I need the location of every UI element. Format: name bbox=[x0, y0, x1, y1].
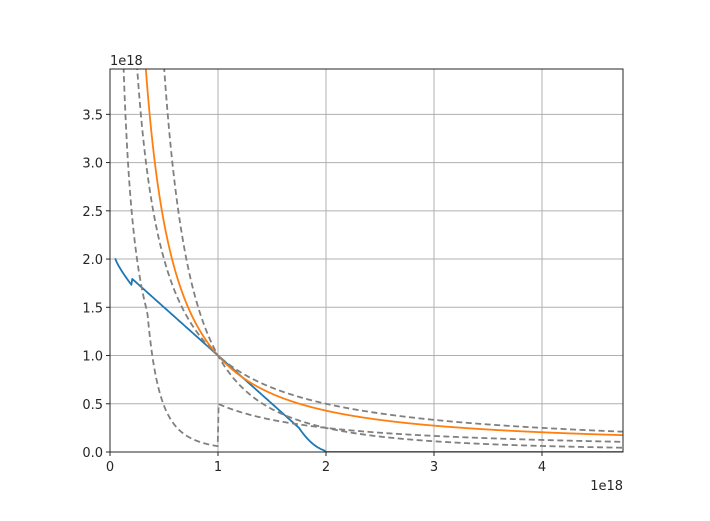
y-tick-label: 1.5 bbox=[82, 301, 103, 316]
y-tick-label: 2.0 bbox=[82, 253, 103, 268]
ticks: 0 1 2 3 4 0.0 0.5 1.0 1.5 2.0 2.5 3.0 3.5 bbox=[82, 108, 546, 475]
axes-frame bbox=[109, 68, 624, 453]
y-tick-label: 2.5 bbox=[82, 205, 103, 220]
reference-curve-lower bbox=[122, 69, 623, 448]
reference-curve-inverse bbox=[136, 69, 623, 433]
y-tick-label: 0.0 bbox=[82, 446, 103, 461]
series-line-blue bbox=[114, 257, 623, 452]
y-tick-label: 0.5 bbox=[82, 398, 103, 413]
y-tick-label: 3.5 bbox=[82, 108, 103, 123]
series-line-orange bbox=[144, 69, 623, 437]
x-offset-label: 1e18 bbox=[590, 479, 623, 494]
x-tick-label: 3 bbox=[430, 460, 438, 475]
y-tick-label: 3.0 bbox=[82, 157, 103, 172]
x-tick-label: 0 bbox=[106, 460, 114, 475]
y-offset-label: 1e18 bbox=[110, 54, 143, 69]
series-layer bbox=[114, 69, 623, 452]
x-tick-label: 4 bbox=[538, 460, 546, 475]
x-tick-label: 1 bbox=[214, 460, 222, 475]
x-tick-label: 2 bbox=[322, 460, 330, 475]
y-tick-label: 1.0 bbox=[82, 350, 103, 365]
